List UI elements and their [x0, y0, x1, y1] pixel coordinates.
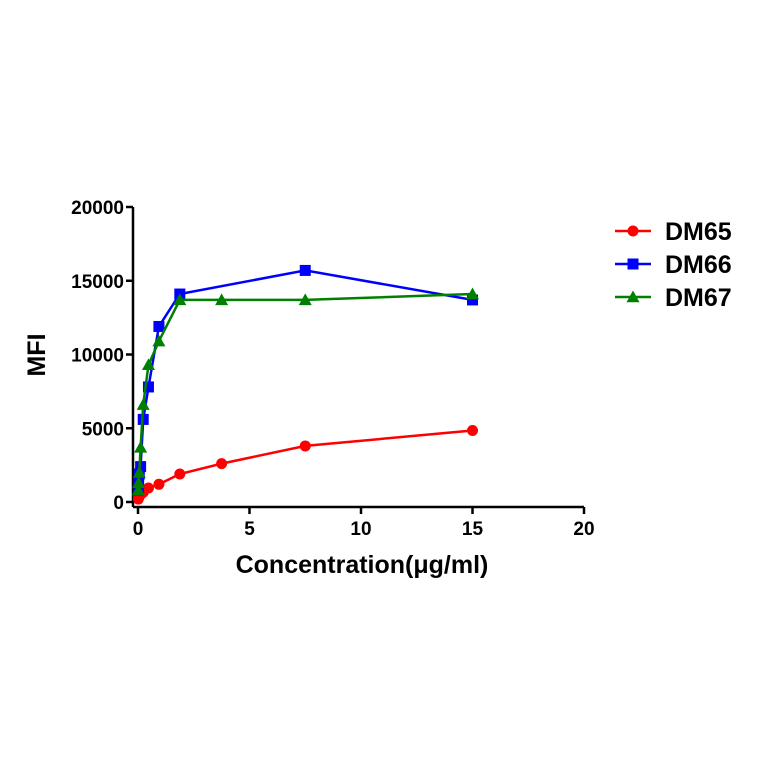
data-point-dm66 — [467, 294, 478, 306]
series-dm67 — [131, 287, 479, 496]
y-tick-label: 10000 — [71, 346, 124, 367]
legend: DM65 DM66 DM67 — [615, 218, 732, 312]
series-dm65 — [132, 424, 478, 505]
data-point-dm66 — [142, 381, 154, 393]
legend-marker — [627, 258, 639, 270]
data-point-dm65 — [174, 468, 186, 480]
data-point-dm67 — [132, 476, 146, 489]
data-point-dm67 — [466, 287, 479, 300]
legend-entry-dm65: DM65 — [615, 218, 732, 246]
legend-marker — [626, 290, 640, 303]
data-point-dm67 — [152, 334, 166, 347]
data-point-dm65 — [299, 440, 311, 452]
data-point-dm67 — [141, 358, 155, 371]
data-point-dm67 — [131, 483, 145, 496]
y-tick-label: 5000 — [82, 419, 124, 440]
data-point-dm67 — [132, 466, 146, 478]
legend-label: DM67 — [665, 284, 732, 312]
legend-label: DM65 — [665, 218, 732, 246]
x-tick-label: 5 — [244, 519, 255, 540]
series-line-dm67 — [137, 292, 473, 491]
data-point-dm66 — [153, 320, 165, 332]
data-point-dm65 — [153, 478, 165, 490]
axes: 0 5000 10000 15000 20000 0 5 10 15 20 — [71, 198, 594, 540]
legend-label: DM66 — [665, 251, 732, 279]
x-tick-label: 15 — [462, 519, 484, 540]
data-point-dm67 — [298, 293, 312, 306]
y-tick-label: 20000 — [71, 198, 124, 219]
data-point-dm65 — [467, 424, 478, 436]
y-tick-label: 0 — [113, 493, 124, 514]
x-axis-label: Concentration(μg/ml) — [236, 551, 489, 579]
data-point-dm67 — [215, 293, 229, 306]
series-layer — [131, 264, 479, 505]
legend-entry-dm67: DM67 — [615, 284, 732, 312]
data-point-dm66 — [299, 264, 311, 276]
x-tick-label: 20 — [573, 519, 594, 540]
data-point-dm65 — [216, 458, 228, 470]
y-tick-label: 15000 — [71, 272, 124, 293]
data-point-dm67 — [173, 293, 187, 306]
x-tick-label: 10 — [350, 519, 371, 540]
x-tick-label: 0 — [133, 519, 144, 540]
y-axis-label: MFI — [23, 333, 51, 376]
legend-entry-dm66: DM66 — [615, 251, 732, 279]
data-point-dm65 — [142, 482, 154, 494]
data-point-dm67 — [136, 398, 150, 410]
legend-marker — [627, 225, 639, 237]
data-point-dm67 — [134, 440, 148, 453]
